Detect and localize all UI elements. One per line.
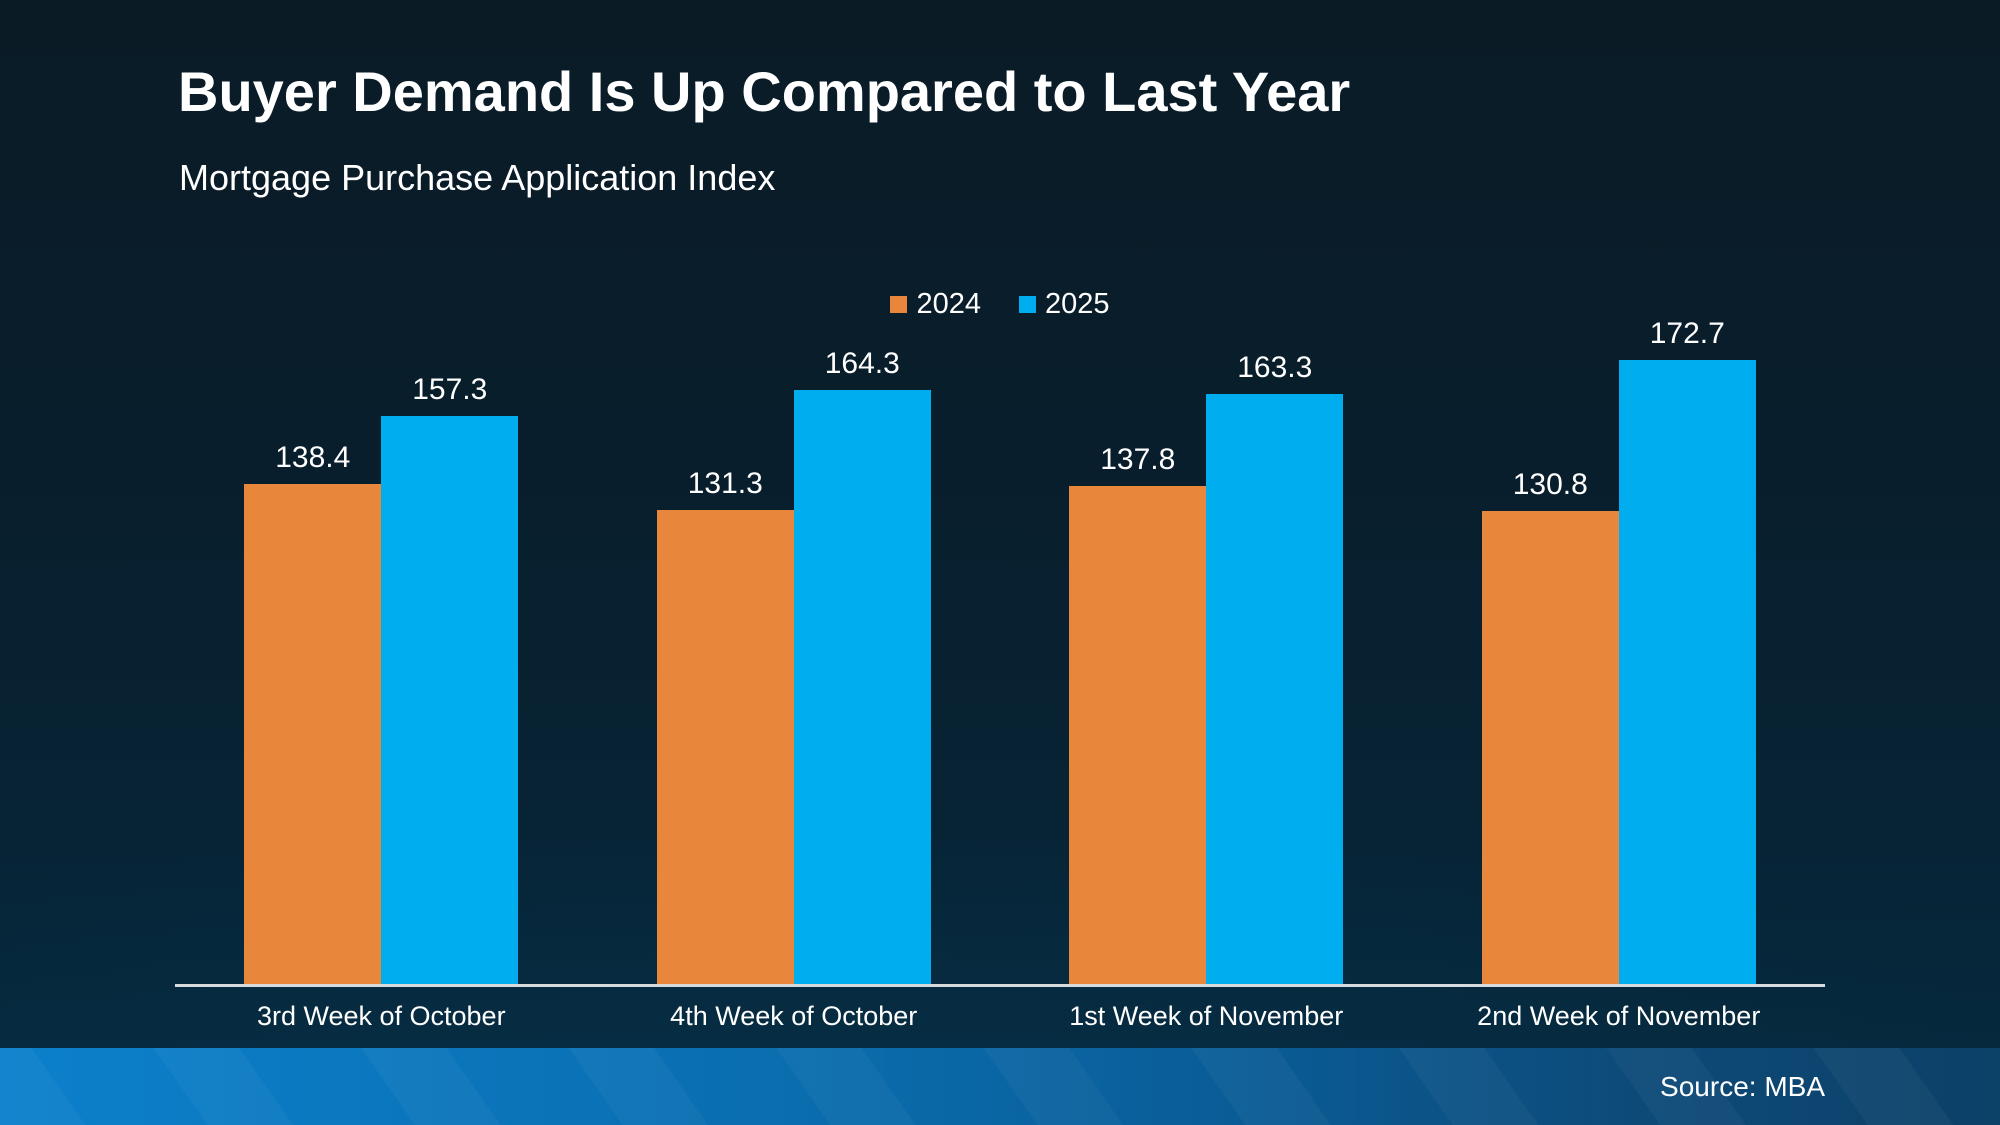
chart-title: Buyer Demand Is Up Compared to Last Year (178, 60, 1351, 123)
bar-2024: 130.8 (1481, 468, 1619, 984)
bar-group: 131.3 164.3 (588, 330, 1001, 984)
bar-value-label: 164.3 (824, 347, 900, 380)
bar-2024: 131.3 (656, 467, 794, 984)
bar-2024: 137.8 (1069, 443, 1207, 984)
legend-item-2025: 2025 (1019, 290, 1110, 319)
source-label: Source: MBA (1660, 1070, 1825, 1102)
category-label: 3rd Week of October (256, 1001, 506, 1031)
bar-group: 130.8 172.7 (1413, 317, 1826, 984)
bar-2024: 138.4 (244, 441, 382, 984)
bar-2025: 163.3 (1206, 351, 1344, 984)
category-label: 4th Week of October (670, 1001, 918, 1031)
x-axis-line (175, 984, 1825, 987)
bar-group: 137.8 163.3 (1000, 330, 1413, 984)
legend-swatch-2024-icon (890, 296, 908, 313)
category-label: 2nd Week of November (1477, 1001, 1761, 1031)
bar-value-label: 130.8 (1512, 468, 1588, 501)
bar-value-label: 172.7 (1649, 317, 1725, 350)
legend-label-2024: 2024 (916, 288, 981, 320)
plot-area: 138.4 157.3 131.3 164.3 137.8 163.3 130.8 172.7 (175, 317, 1826, 984)
legend-swatch-2025-icon (1019, 296, 1036, 313)
legend-label-2025: 2025 (1045, 288, 1110, 320)
chart-subtitle: Mortgage Purchase Application Index (179, 157, 776, 198)
bar-group: 138.4 157.3 (175, 330, 588, 984)
footer-bar: Source: MBA (0, 1048, 2000, 1125)
category-axis: 3rd Week of October 4th Week of October 1s… (175, 1000, 1825, 1032)
bar-2025: 164.3 (793, 347, 931, 984)
legend-item-2024: 2024 (890, 290, 981, 319)
category-label: 1st Week of November (1069, 1001, 1344, 1031)
bar-2025: 157.3 (381, 373, 519, 984)
legend: 2024 2025 (0, 290, 2000, 319)
bar-value-label: 131.3 (687, 467, 763, 500)
bar-value-label: 137.8 (1100, 443, 1176, 476)
bar-value-label: 138.4 (275, 441, 351, 474)
bar-value-label: 157.3 (412, 373, 488, 406)
bar-value-label: 163.3 (1237, 351, 1313, 384)
bar-2025: 172.7 (1618, 317, 1756, 984)
